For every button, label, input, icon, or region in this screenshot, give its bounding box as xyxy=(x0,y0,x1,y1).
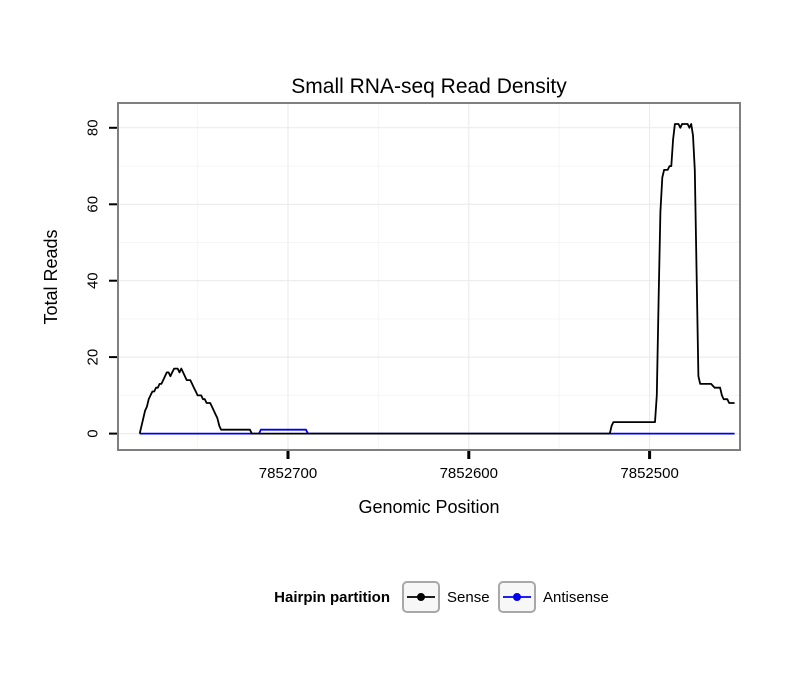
y-tick-label: 20 xyxy=(85,349,102,366)
y-axis-title: Total Reads xyxy=(41,229,61,324)
legend-sense-point-glyph xyxy=(417,593,425,601)
plot-panel-border xyxy=(117,102,741,451)
x-tick-label: 7852600 xyxy=(440,465,498,482)
axis-ticks-group xyxy=(109,126,652,459)
gridlines xyxy=(118,103,740,450)
legend-label-antisense: Antisense xyxy=(543,589,609,606)
legend-antisense-point-glyph xyxy=(513,593,521,601)
legend-label-sense: Sense xyxy=(447,589,490,606)
y-tick-label: 80 xyxy=(85,119,102,136)
tick-labels-group: 0 20 40 60 80 7852700 7852600 7852500 xyxy=(85,119,679,482)
chart-title: Small RNA-seq Read Density xyxy=(291,75,567,98)
y-tick-label: 60 xyxy=(85,196,102,213)
y-tick-label: 0 xyxy=(85,429,102,437)
legend: Hairpin partition Sense Antisense xyxy=(274,581,609,613)
legend-title: Hairpin partition xyxy=(274,589,390,606)
x-tick-label: 7852700 xyxy=(259,465,317,482)
x-axis-title: Genomic Position xyxy=(358,497,499,517)
x-tick-label: 7852500 xyxy=(620,465,678,482)
series-group xyxy=(138,123,735,435)
series-sense-line xyxy=(138,123,735,435)
y-tick-label: 40 xyxy=(85,272,102,289)
